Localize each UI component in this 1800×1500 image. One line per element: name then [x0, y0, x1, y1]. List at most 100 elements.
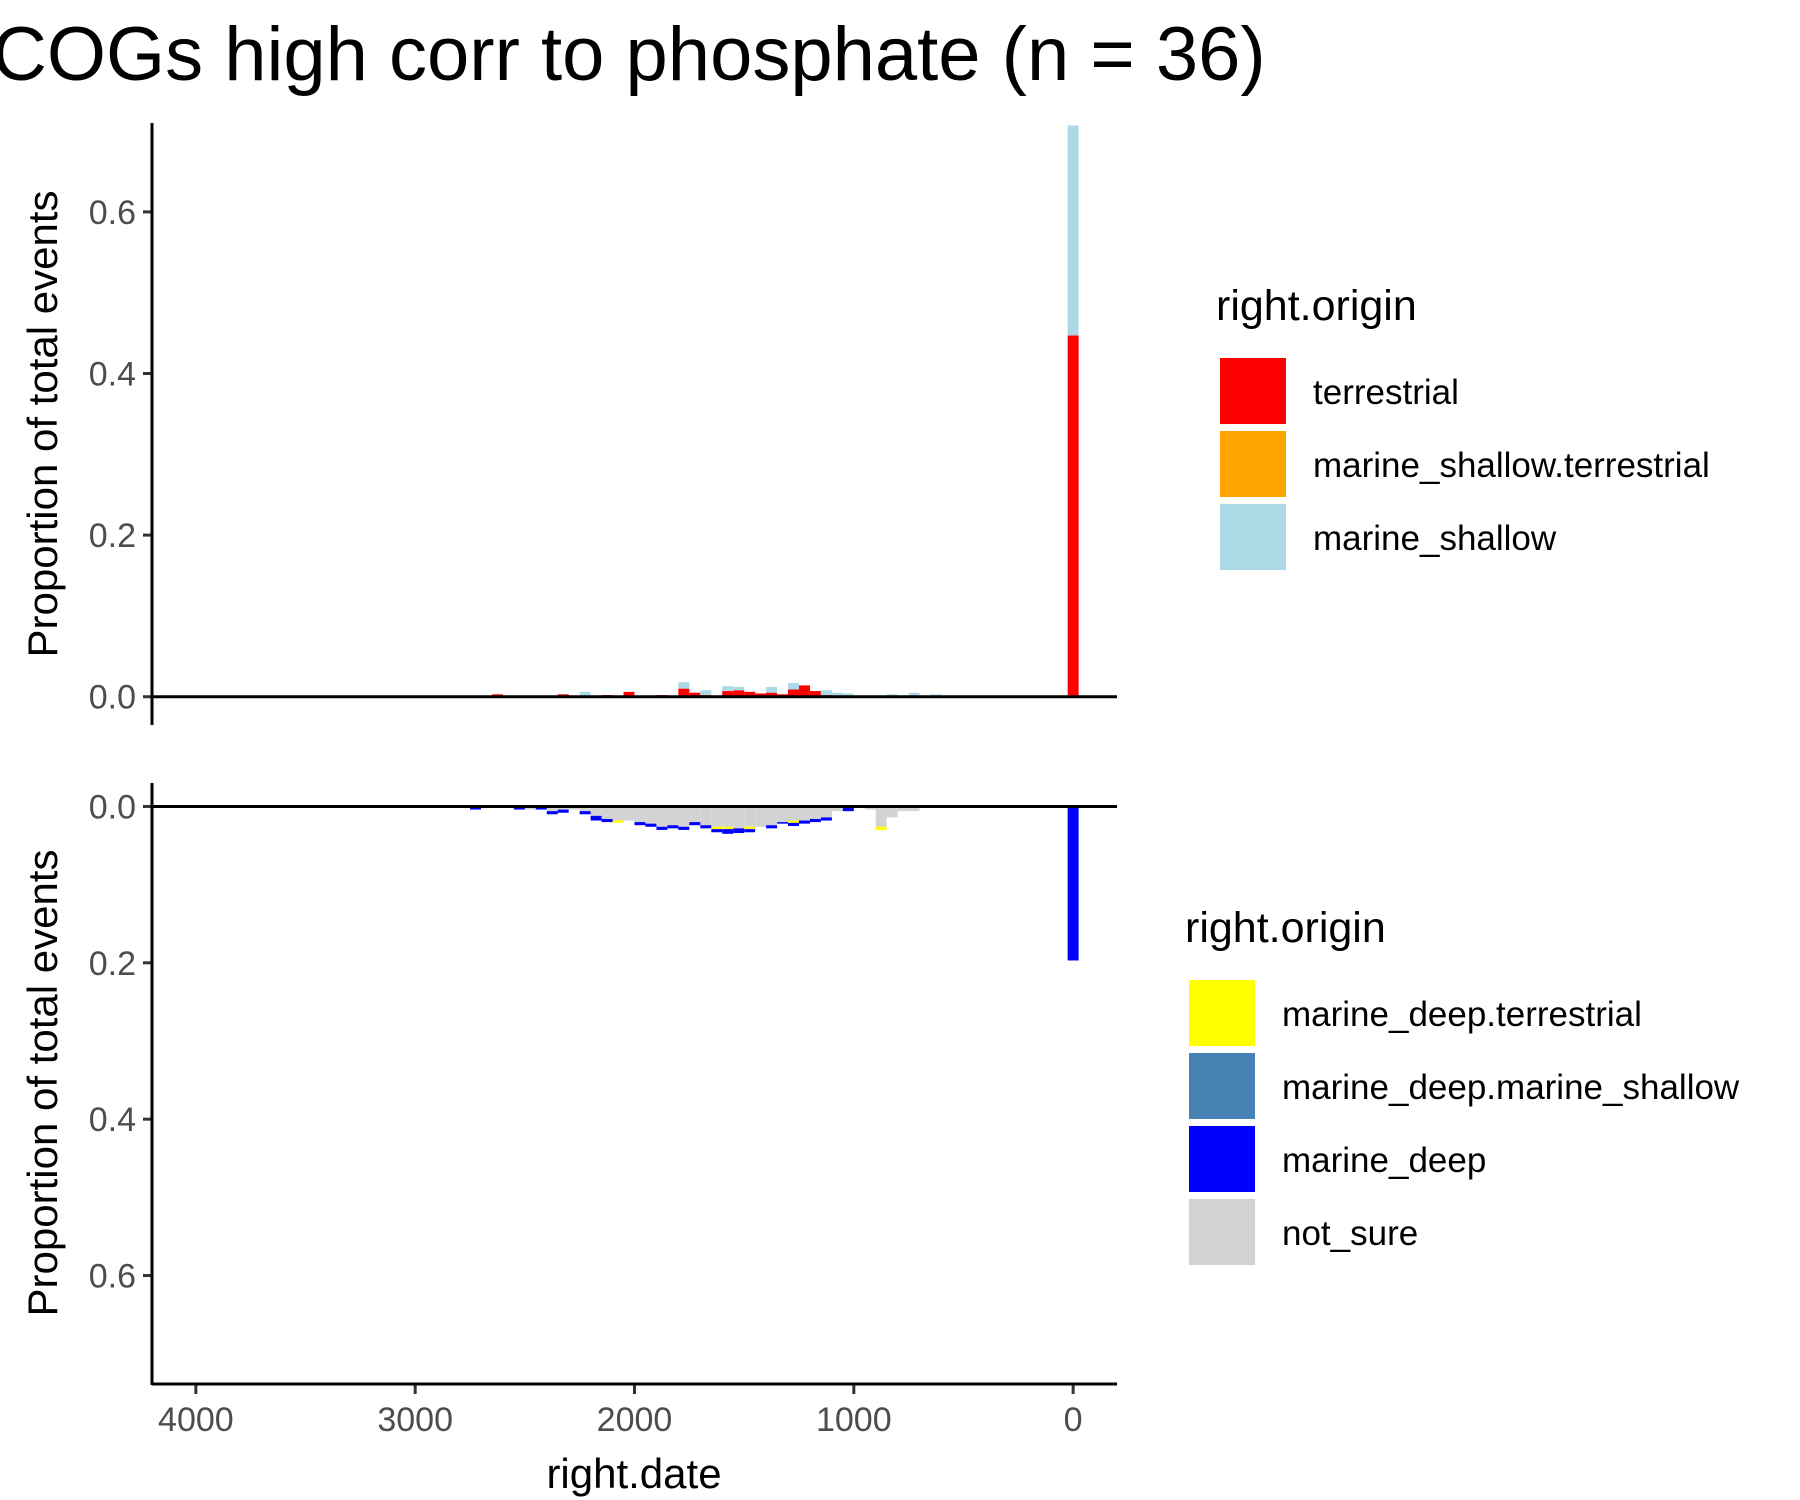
bar-top-terrestrial	[809, 691, 821, 697]
top-y-tick-label: 0.2	[89, 517, 136, 555]
bar-top-marine-shallow	[831, 692, 843, 697]
bar-bottom-not-sure	[875, 806, 887, 827]
bar-bottom-not-sure	[744, 806, 756, 827]
legend-bottom: right.origin marine_deep.terrestrialmarin…	[1185, 904, 1740, 1265]
bar-top-terrestrial	[788, 689, 799, 697]
bar-bottom-marine-deep	[809, 818, 821, 823]
top-y-tick-label: 0.0	[89, 679, 136, 717]
bar-bottom-not-sure	[722, 806, 734, 827]
bar-bottom-marine-deep	[1067, 806, 1079, 961]
bar-bottom-not-sure	[524, 806, 536, 810]
bar-bottom-not-sure	[623, 806, 635, 821]
top-y-tick-label: 0.4	[89, 355, 136, 393]
chart-title: COGs high corr to phosphate (n = 36)	[0, 12, 1266, 97]
bar-bottom-not-sure	[557, 806, 569, 810]
bar-bottom-not-sure	[755, 806, 767, 827]
bottom-y-axis-title: Proportion of total events	[19, 850, 66, 1317]
legend-label: terrestrial	[1313, 373, 1459, 412]
bar-bottom-not-sure	[678, 806, 690, 827]
legend-top: right.origin terrestrial marine_shallow.te…	[1216, 282, 1710, 570]
bar-bottom-not-sure	[831, 806, 843, 812]
x-tick-label: 3000	[377, 1401, 453, 1439]
top-y-ticks: 0.0 0.2 0.4 0.6	[89, 194, 152, 717]
bar-top-marine-shallow	[579, 691, 591, 697]
bar-top-terrestrial	[623, 691, 635, 697]
legend-key-terrestrial	[1220, 358, 1286, 424]
bar-top-marine-shallow	[820, 690, 832, 696]
bar-bottom-marine-deep	[546, 811, 558, 815]
legend-label: marine_deep.terrestrial	[1282, 995, 1642, 1034]
bottom-y-tick-label: 0.6	[89, 1258, 136, 1296]
bar-bottom-not-sure	[766, 806, 778, 826]
bar-bottom-marine-deep	[798, 820, 810, 824]
bar-bottom-not-sure	[579, 806, 591, 812]
bar-top-terrestrial	[678, 688, 690, 697]
bar-top-terrestrial	[689, 692, 701, 697]
bar-bottom-not-sure	[733, 806, 745, 829]
x-tick-label: 0	[1064, 1401, 1083, 1439]
bar-bottom-marine-deep	[711, 829, 723, 833]
bottom-bars-group	[470, 806, 1079, 961]
legend-label: marine_shallow.terrestrial	[1313, 446, 1710, 485]
bar-bottom-marine-deep	[601, 818, 613, 823]
bar-bottom-not-sure	[667, 806, 679, 826]
x-tick-label: 2000	[597, 1401, 673, 1439]
bar-bottom-marine-deep-terrestrial	[788, 820, 799, 823]
bar-bottom-marine-deep	[667, 825, 679, 829]
bar-top-marine-shallow	[700, 690, 712, 696]
bar-top-marine-shallow	[733, 687, 745, 691]
bar-bottom-marine-deep	[820, 817, 832, 821]
bar-bottom-marine-deep	[788, 822, 799, 826]
bar-bottom-marine-deep	[766, 825, 778, 829]
bar-top-marine-shallow	[842, 693, 854, 697]
bar-bottom-not-sure	[908, 806, 920, 812]
top-panel: 0.0 0.2 0.4 0.6 Proportion of total events	[19, 123, 1117, 725]
legend-key-marine-deep-marine-shallow	[1189, 1053, 1255, 1119]
bar-bottom-not-sure	[864, 806, 876, 810]
bar-bottom-not-sure	[612, 806, 624, 821]
bottom-y-tick-label: 0.2	[89, 945, 136, 983]
bar-bottom-not-sure	[634, 806, 646, 823]
bar-top-marine-shallow	[766, 687, 778, 693]
bottom-y-tick-label: 0.0	[89, 788, 136, 826]
bar-top-marine-shallow	[722, 686, 734, 692]
bar-top-marine-shallow	[908, 692, 920, 697]
legend-key-marine-shallow-terrestrial	[1220, 431, 1286, 497]
bar-bottom-not-sure	[798, 806, 810, 821]
bar-bottom-not-sure	[689, 806, 701, 823]
bar-bottom-not-sure	[601, 806, 613, 819]
bar-bottom-marine-deep	[579, 811, 591, 815]
bar-bottom-marine-deep-terrestrial	[711, 826, 723, 830]
bar-bottom-marine-deep	[634, 822, 646, 826]
bar-bottom-not-sure	[886, 806, 898, 818]
bar-bottom-not-sure	[546, 806, 558, 812]
bar-bottom-marine-deep	[557, 809, 569, 813]
bar-bottom-not-sure	[645, 806, 657, 824]
bar-top-terrestrial	[744, 691, 756, 697]
bar-bottom-not-sure	[777, 806, 789, 823]
bar-top-marine-shallow	[678, 682, 690, 689]
bar-bottom-marine-deep	[689, 822, 701, 826]
bar-bottom-not-sure	[711, 806, 723, 827]
bar-bottom-marine-deep	[513, 806, 525, 810]
bar-bottom-marine-deep	[733, 828, 745, 834]
bar-top-terrestrial	[755, 693, 767, 697]
bottom-panel: 0.0 0.2 0.4 0.6 4000 3000 2000 1000 0 Proportio…	[19, 783, 1117, 1497]
bar-bottom-not-sure	[897, 806, 909, 812]
legend-key-marine-deep-terrestrial	[1189, 980, 1255, 1046]
legend-title: right.origin	[1185, 904, 1386, 952]
bar-bottom-marine-deep	[645, 823, 657, 827]
top-y-axis-title: Proportion of total events	[19, 191, 66, 658]
legend-label: not_sure	[1282, 1214, 1418, 1253]
bar-bottom-marine-deep	[777, 822, 789, 824]
bottom-y-ticks: 0.0 0.2 0.4 0.6	[89, 788, 152, 1296]
bar-bottom-marine-deep	[842, 808, 854, 812]
legend-key-not-sure	[1189, 1199, 1255, 1265]
bar-bottom-not-sure	[700, 806, 712, 826]
bar-bottom-marine-deep-terrestrial	[744, 826, 756, 830]
legend-title: right.origin	[1216, 282, 1417, 330]
bar-bottom-not-sure	[820, 806, 832, 818]
bar-bottom-not-sure	[788, 806, 799, 821]
x-tick-label: 4000	[158, 1401, 234, 1439]
